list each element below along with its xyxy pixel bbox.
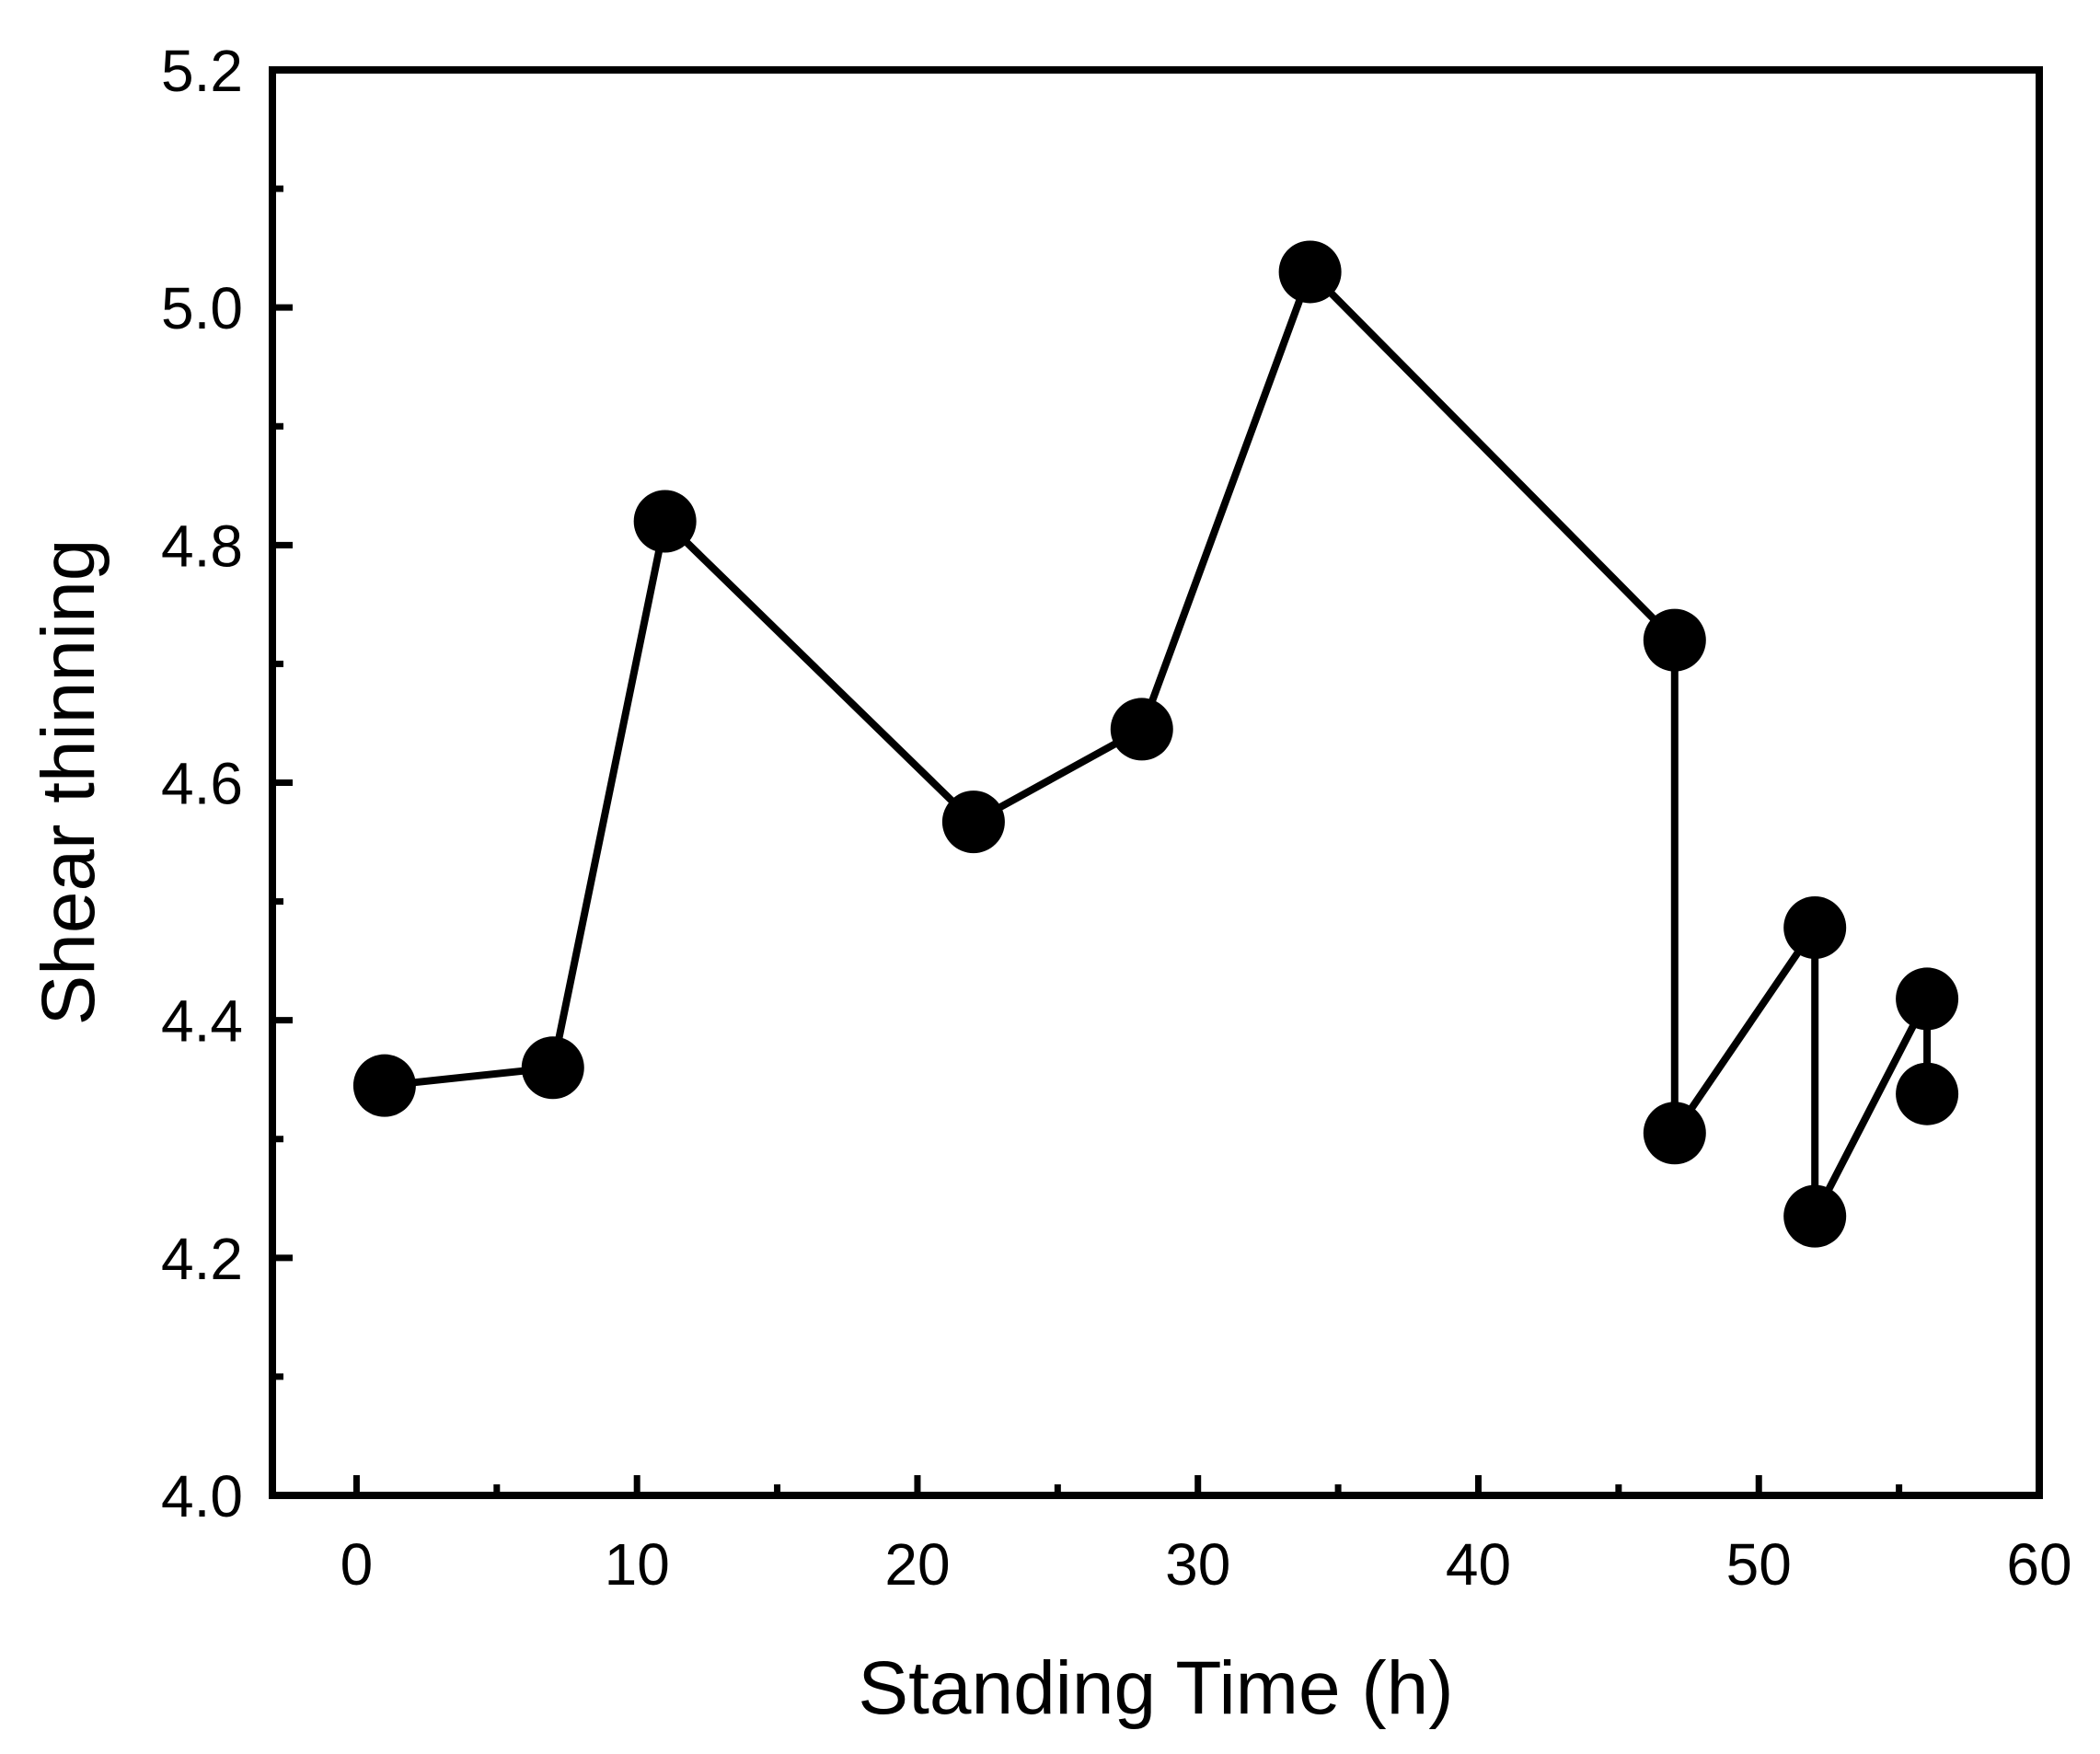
data-point <box>352 1054 416 1117</box>
data-point <box>521 1036 584 1100</box>
y-tick-label: 4.8 <box>161 513 243 579</box>
data-point <box>633 490 697 553</box>
data-point <box>1783 895 1847 959</box>
x-tick-label: 30 <box>1165 1531 1230 1598</box>
data-point <box>1896 1062 1959 1125</box>
data-point <box>1896 967 1959 1031</box>
x-tick-label: 20 <box>884 1531 950 1598</box>
x-tick-label: 40 <box>1446 1531 1511 1598</box>
x-axis-title: Standing Time (h) <box>858 1646 1453 1730</box>
data-point <box>941 790 1005 854</box>
y-tick-label: 4.2 <box>161 1226 243 1292</box>
data-point <box>1643 608 1706 672</box>
y-tick-label: 4.0 <box>161 1463 243 1529</box>
y-tick-label: 5.2 <box>161 38 243 104</box>
data-point <box>1783 1184 1847 1248</box>
y-tick-label: 5.0 <box>161 275 243 341</box>
data-point <box>1278 240 1342 304</box>
x-axis-tick-labels: 0 10 20 30 40 50 60 <box>340 1531 2072 1598</box>
data-point <box>1110 698 1173 761</box>
y-axis-tick-labels: 4.0 4.2 4.4 4.6 4.8 5.0 5.2 <box>161 38 243 1529</box>
x-tick-label: 10 <box>605 1531 670 1598</box>
x-axis-ticks <box>352 1475 2043 1495</box>
x-tick-label: 50 <box>1726 1531 1792 1598</box>
plot-frame <box>269 66 2043 1499</box>
y-tick-label: 4.6 <box>161 751 243 817</box>
y-tick-label: 4.4 <box>161 988 243 1055</box>
x-tick-label: 0 <box>340 1531 374 1598</box>
y-axis-title: Shear thinning <box>27 539 110 1026</box>
data-series <box>352 240 1959 1248</box>
x-tick-label: 60 <box>2006 1531 2071 1598</box>
data-point <box>1643 1102 1706 1165</box>
y-axis-ticks <box>272 66 293 1499</box>
series-line <box>384 265 1932 1218</box>
